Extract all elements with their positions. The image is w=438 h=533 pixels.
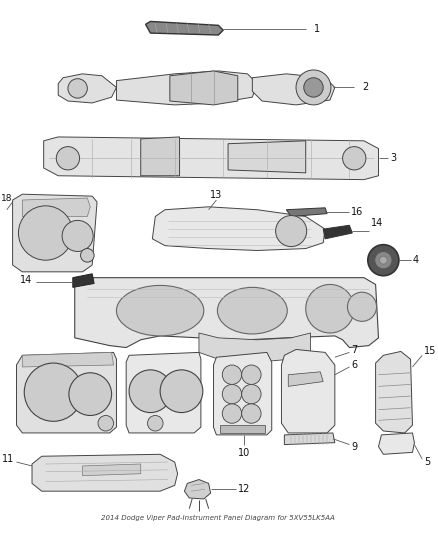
Text: 1: 1	[314, 24, 320, 34]
Polygon shape	[32, 454, 177, 491]
Circle shape	[379, 256, 387, 264]
Text: 6: 6	[351, 360, 357, 370]
Circle shape	[343, 147, 366, 170]
Circle shape	[306, 285, 354, 333]
Ellipse shape	[117, 286, 204, 336]
Polygon shape	[145, 21, 223, 35]
Polygon shape	[184, 480, 211, 499]
Circle shape	[222, 384, 242, 404]
Polygon shape	[323, 225, 352, 239]
Polygon shape	[126, 352, 201, 433]
Circle shape	[222, 404, 242, 423]
Text: 5: 5	[424, 457, 431, 467]
Polygon shape	[284, 433, 335, 445]
Circle shape	[148, 416, 163, 431]
Circle shape	[242, 365, 261, 384]
Polygon shape	[288, 372, 323, 386]
Circle shape	[62, 221, 93, 252]
Polygon shape	[376, 351, 413, 433]
Polygon shape	[44, 137, 378, 180]
Circle shape	[129, 370, 172, 413]
Circle shape	[368, 245, 399, 276]
Polygon shape	[152, 207, 325, 251]
Circle shape	[81, 248, 94, 262]
Ellipse shape	[217, 287, 287, 334]
Text: 4: 4	[413, 255, 419, 265]
Polygon shape	[282, 350, 335, 433]
Polygon shape	[17, 352, 117, 433]
Polygon shape	[213, 352, 272, 435]
Polygon shape	[141, 137, 180, 176]
Circle shape	[276, 215, 307, 247]
Polygon shape	[22, 352, 113, 367]
Text: 7: 7	[351, 345, 357, 356]
Circle shape	[68, 79, 87, 98]
Polygon shape	[220, 425, 265, 433]
Polygon shape	[199, 333, 311, 362]
Polygon shape	[75, 278, 378, 348]
Polygon shape	[170, 71, 238, 105]
Circle shape	[222, 365, 242, 384]
Circle shape	[24, 363, 82, 421]
Text: 14: 14	[371, 219, 383, 228]
Text: 12: 12	[238, 484, 250, 494]
Text: 14: 14	[20, 274, 32, 285]
Circle shape	[374, 252, 392, 269]
Polygon shape	[117, 71, 257, 105]
Circle shape	[242, 404, 261, 423]
Text: 16: 16	[351, 207, 364, 216]
Text: 11: 11	[2, 454, 14, 464]
Text: 18: 18	[1, 193, 13, 203]
Text: 3: 3	[390, 154, 396, 163]
Text: 9: 9	[351, 441, 357, 451]
Circle shape	[242, 384, 261, 404]
Circle shape	[69, 373, 112, 416]
Text: 2014 Dodge Viper Pad-Instrument Panel Diagram for 5XV55LK5AA: 2014 Dodge Viper Pad-Instrument Panel Di…	[101, 515, 334, 521]
Polygon shape	[252, 74, 335, 105]
Polygon shape	[286, 208, 327, 216]
Circle shape	[18, 206, 73, 260]
Circle shape	[296, 70, 331, 105]
Circle shape	[160, 370, 203, 413]
Polygon shape	[13, 194, 97, 272]
Polygon shape	[22, 198, 90, 216]
Polygon shape	[58, 74, 117, 103]
Polygon shape	[82, 464, 141, 475]
Polygon shape	[228, 141, 306, 173]
Text: 15: 15	[424, 346, 437, 357]
Polygon shape	[73, 274, 94, 287]
Polygon shape	[378, 433, 414, 454]
Circle shape	[347, 292, 377, 321]
Circle shape	[98, 416, 113, 431]
Text: 10: 10	[237, 448, 250, 458]
Text: 13: 13	[210, 190, 223, 200]
Circle shape	[57, 147, 80, 170]
Circle shape	[304, 78, 323, 97]
Text: 2: 2	[362, 83, 368, 92]
